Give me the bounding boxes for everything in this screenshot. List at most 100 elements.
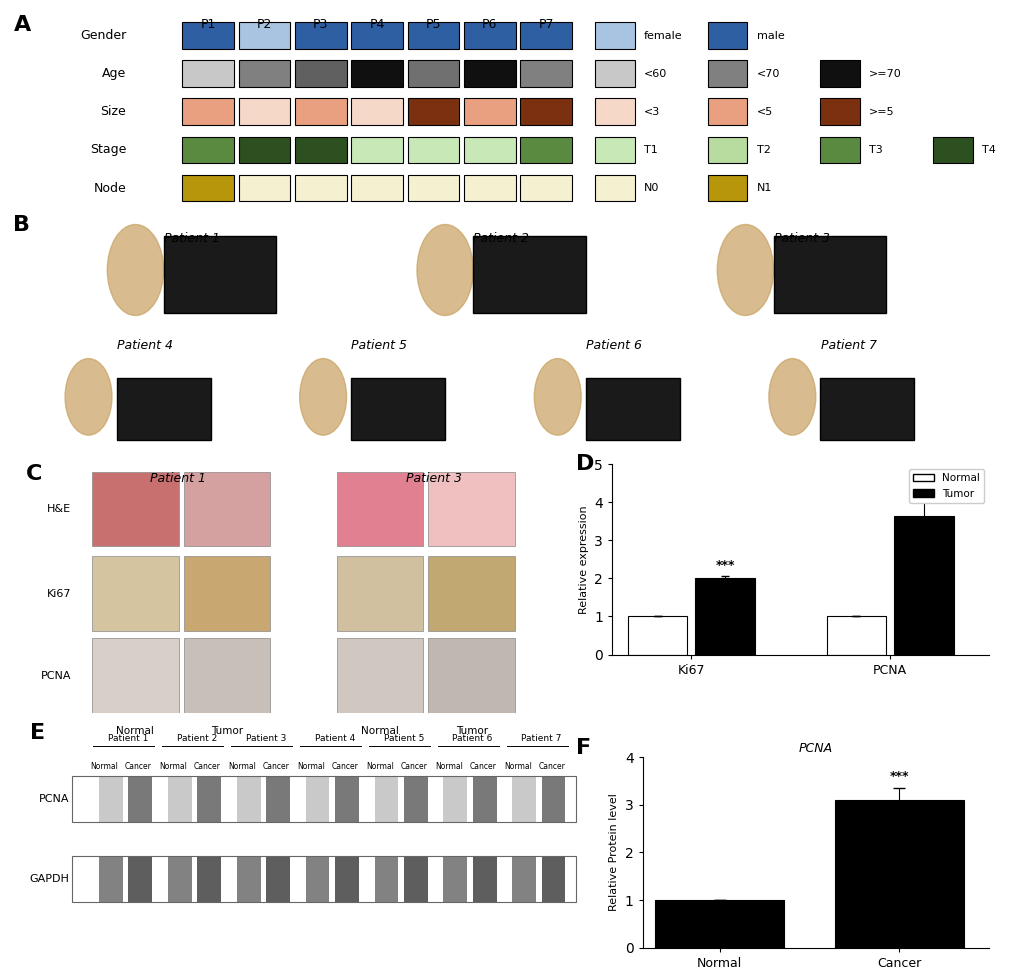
FancyBboxPatch shape [182, 175, 233, 201]
FancyBboxPatch shape [294, 61, 346, 87]
FancyBboxPatch shape [306, 776, 329, 822]
Text: Normal: Normal [434, 762, 463, 771]
Text: P1: P1 [201, 18, 216, 30]
FancyBboxPatch shape [472, 856, 496, 902]
FancyBboxPatch shape [520, 61, 572, 87]
Text: <70: <70 [756, 68, 780, 79]
FancyBboxPatch shape [351, 61, 403, 87]
FancyBboxPatch shape [182, 61, 233, 87]
Text: T3: T3 [868, 145, 882, 155]
Bar [894, 516, 953, 655]
FancyBboxPatch shape [520, 175, 572, 201]
FancyBboxPatch shape [428, 556, 515, 631]
FancyBboxPatch shape [472, 776, 496, 822]
Text: Patient 5: Patient 5 [352, 339, 407, 353]
Text: F: F [576, 738, 591, 757]
FancyBboxPatch shape [294, 137, 346, 163]
Text: >=70: >=70 [868, 68, 901, 79]
FancyBboxPatch shape [294, 175, 346, 201]
Text: N0: N0 [643, 183, 659, 193]
FancyBboxPatch shape [408, 22, 459, 49]
Ellipse shape [417, 225, 473, 316]
FancyBboxPatch shape [197, 856, 220, 902]
FancyBboxPatch shape [99, 776, 122, 822]
FancyBboxPatch shape [404, 856, 427, 902]
Text: Patient 1: Patient 1 [164, 232, 219, 244]
Text: Cancer: Cancer [538, 762, 566, 771]
Text: Node: Node [93, 182, 126, 194]
Text: Normal: Normal [228, 762, 256, 771]
Text: >=5: >=5 [868, 106, 894, 117]
FancyBboxPatch shape [512, 856, 536, 902]
Text: A: A [13, 15, 31, 34]
Text: P3: P3 [313, 18, 328, 30]
Text: ***: *** [714, 559, 735, 572]
Text: ***: *** [889, 771, 908, 784]
FancyBboxPatch shape [819, 61, 859, 87]
Text: Cancer: Cancer [263, 762, 289, 771]
FancyBboxPatch shape [236, 776, 260, 822]
Text: Patient 1: Patient 1 [151, 472, 206, 485]
Text: Cancer: Cancer [400, 762, 427, 771]
Text: Patient 4: Patient 4 [117, 339, 172, 353]
FancyBboxPatch shape [351, 175, 403, 201]
Text: Normal: Normal [90, 762, 118, 771]
Bar [825, 616, 886, 655]
FancyBboxPatch shape [127, 776, 152, 822]
FancyBboxPatch shape [182, 137, 233, 163]
FancyBboxPatch shape [408, 61, 459, 87]
FancyBboxPatch shape [127, 856, 152, 902]
FancyBboxPatch shape [464, 137, 515, 163]
Text: Normal: Normal [366, 762, 393, 771]
FancyBboxPatch shape [520, 137, 572, 163]
Text: Patient 1: Patient 1 [108, 735, 148, 743]
Text: P6: P6 [482, 18, 497, 30]
Ellipse shape [107, 225, 163, 316]
FancyBboxPatch shape [408, 99, 459, 125]
FancyBboxPatch shape [595, 175, 634, 201]
Text: C: C [25, 464, 42, 484]
FancyBboxPatch shape [334, 856, 359, 902]
FancyBboxPatch shape [819, 99, 859, 125]
FancyBboxPatch shape [294, 22, 346, 49]
Text: Patient 7: Patient 7 [820, 339, 875, 353]
FancyBboxPatch shape [182, 99, 233, 125]
Text: H&E: H&E [47, 504, 71, 514]
FancyBboxPatch shape [336, 472, 423, 546]
FancyBboxPatch shape [408, 175, 459, 201]
Text: <60: <60 [643, 68, 666, 79]
Bar [628, 616, 687, 655]
Y-axis label: Relative Protein level: Relative Protein level [608, 793, 619, 912]
Text: <5: <5 [756, 106, 772, 117]
FancyBboxPatch shape [238, 175, 290, 201]
Text: Size: Size [100, 106, 126, 118]
Text: Normal: Normal [159, 762, 186, 771]
FancyBboxPatch shape [336, 639, 423, 713]
Ellipse shape [65, 359, 112, 435]
FancyBboxPatch shape [464, 175, 515, 201]
FancyBboxPatch shape [183, 639, 270, 713]
Text: Patient 6: Patient 6 [586, 339, 641, 353]
Text: P2: P2 [257, 18, 272, 30]
Bar [655, 900, 784, 948]
Title: PCNA: PCNA [798, 742, 833, 754]
Ellipse shape [716, 225, 772, 316]
FancyBboxPatch shape [541, 856, 565, 902]
FancyBboxPatch shape [351, 137, 403, 163]
FancyBboxPatch shape [167, 776, 192, 822]
Text: Ki67: Ki67 [47, 588, 71, 599]
FancyBboxPatch shape [520, 99, 572, 125]
FancyBboxPatch shape [428, 639, 515, 713]
FancyBboxPatch shape [595, 61, 634, 87]
FancyBboxPatch shape [238, 61, 290, 87]
FancyBboxPatch shape [819, 378, 913, 440]
Text: Stage: Stage [90, 144, 126, 156]
Text: T4: T4 [981, 145, 995, 155]
FancyBboxPatch shape [163, 236, 276, 313]
FancyBboxPatch shape [707, 22, 747, 49]
Text: male: male [756, 30, 784, 41]
FancyBboxPatch shape [294, 99, 346, 125]
FancyBboxPatch shape [473, 236, 585, 313]
Text: Gender: Gender [79, 29, 126, 42]
FancyBboxPatch shape [595, 137, 634, 163]
